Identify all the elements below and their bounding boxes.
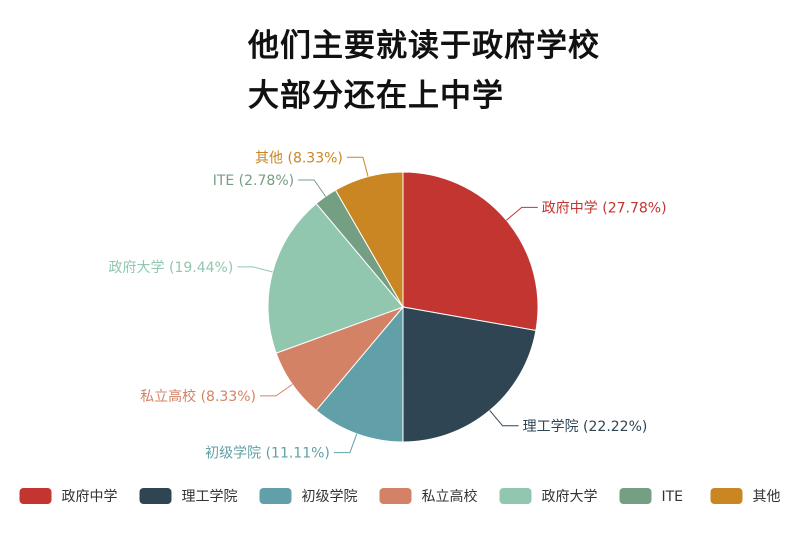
slice-label-name: 理工学院 bbox=[523, 419, 579, 435]
leader-line-slice-4 bbox=[260, 383, 293, 397]
legend-label: 政府中学 bbox=[62, 489, 118, 505]
slice-label-percent: (8.33%) bbox=[283, 150, 343, 166]
slice-label-slice-2: 理工学院 (22.22%) bbox=[523, 419, 648, 435]
legend-swatch bbox=[710, 488, 743, 504]
slice-label-name: 初级学院 bbox=[205, 445, 261, 462]
slice-label-slice-5: 政府大学 (19.44%) bbox=[109, 260, 234, 276]
legend-swatch bbox=[259, 488, 292, 504]
slice-label-percent: (22.22%) bbox=[579, 419, 648, 435]
slice-label-name: ITE bbox=[213, 173, 235, 189]
chart-title-line-2: 大部分还在上中学 bbox=[248, 78, 504, 114]
legend-item-slice-7[interactable]: 其他 bbox=[710, 488, 781, 505]
legend-label: 其他 bbox=[753, 489, 781, 505]
pie-slice-5 bbox=[267, 202, 404, 354]
legend-item-slice-6[interactable]: ITE bbox=[619, 488, 684, 505]
slice-label-percent: (2.78%) bbox=[234, 173, 294, 189]
legend-label: ITE bbox=[662, 489, 684, 505]
legend: 政府中学 理工学院 初级学院 私立高校 政府大学 ITE 其他 bbox=[19, 488, 781, 505]
slice-label-slice-4: 私立高校 (8.33%) bbox=[140, 388, 256, 405]
legend-swatch bbox=[139, 488, 172, 504]
legend-swatch bbox=[619, 488, 652, 504]
legend-label: 初级学院 bbox=[302, 488, 358, 505]
slice-label-slice-6: ITE (2.78%) bbox=[213, 173, 294, 189]
legend-label: 理工学院 bbox=[182, 489, 238, 505]
leader-lines bbox=[237, 156, 538, 454]
leader-line-slice-1 bbox=[506, 206, 538, 221]
slice-label-slice-7: 其他 (8.33%) bbox=[255, 150, 343, 166]
leader-line-slice-5 bbox=[237, 266, 273, 273]
slice-label-percent: (8.33%) bbox=[196, 389, 256, 405]
legend-label: 政府大学 bbox=[542, 489, 598, 505]
legend-item-slice-3[interactable]: 初级学院 bbox=[259, 488, 358, 505]
slice-label-name: 政府中学 bbox=[542, 200, 598, 216]
pie-slice-2 bbox=[402, 306, 537, 443]
legend-swatch bbox=[19, 488, 52, 504]
slice-label-name: 私立高校 bbox=[140, 388, 196, 405]
slice-label-percent: (19.44%) bbox=[165, 260, 234, 276]
legend-label: 私立高校 bbox=[422, 488, 478, 505]
slice-label-name: 政府大学 bbox=[109, 260, 165, 276]
legend-swatch bbox=[499, 488, 532, 504]
leader-line-slice-2 bbox=[489, 410, 519, 427]
pie-slice-1 bbox=[402, 171, 539, 332]
slice-label-slice-1: 政府中学 (27.78%) bbox=[542, 200, 667, 216]
legend-item-slice-1[interactable]: 政府中学 bbox=[19, 488, 118, 505]
pie-slices bbox=[267, 171, 539, 443]
legend-item-slice-5[interactable]: 政府大学 bbox=[499, 488, 598, 505]
chart-title-line-1: 他们主要就读于政府学校 bbox=[248, 28, 600, 64]
leader-line-slice-3 bbox=[333, 433, 358, 454]
legend-item-slice-2[interactable]: 理工学院 bbox=[139, 488, 238, 505]
leader-line-slice-6 bbox=[298, 179, 327, 197]
leader-line-slice-7 bbox=[346, 156, 369, 177]
legend-swatch bbox=[379, 488, 412, 504]
slice-label-percent: (27.78%) bbox=[598, 200, 667, 216]
slice-label-percent: (11.11%) bbox=[261, 446, 330, 462]
slice-labels: 政府中学 (27.78%) 理工学院 (22.22%) 初级学院 (11.11%) 私… bbox=[109, 150, 667, 461]
legend-item-slice-4[interactable]: 私立高校 bbox=[379, 488, 478, 505]
slice-label-name: 其他 bbox=[255, 150, 283, 166]
slice-label-slice-3: 初级学院 (11.11%) bbox=[205, 445, 330, 462]
